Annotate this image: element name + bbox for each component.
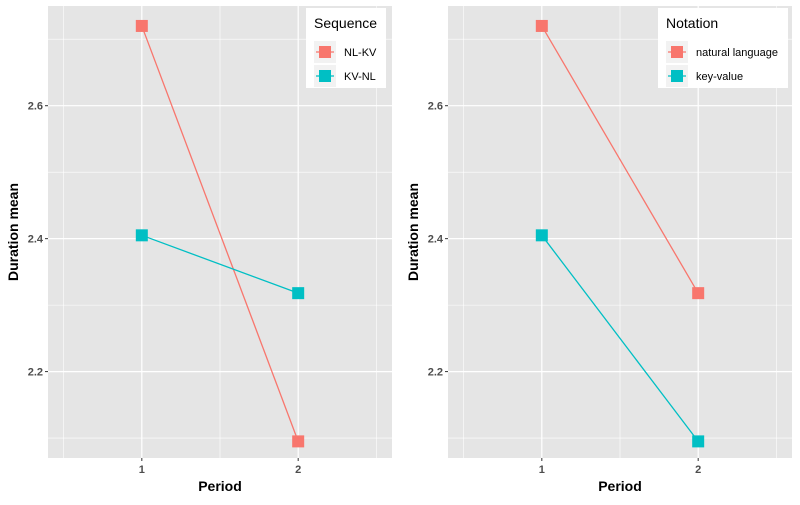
- legend-title: Notation: [666, 15, 718, 31]
- x-tick-label: 2: [695, 464, 701, 476]
- y-tick-label: 2.4: [428, 234, 444, 246]
- legend-key-marker: [671, 46, 683, 58]
- series-line-1: [541, 25, 699, 294]
- data-point: [292, 435, 305, 448]
- series-line-2: [141, 234, 299, 294]
- x-axis-title: Period: [198, 478, 242, 494]
- series-line-2: [541, 234, 699, 442]
- x-axis-title: Period: [598, 478, 642, 494]
- data-point: [292, 287, 305, 300]
- legend-key-marker: [671, 70, 683, 82]
- y-tick-label: 2.4: [28, 234, 44, 246]
- data-point: [692, 287, 705, 300]
- x-tick-label: 2: [295, 464, 301, 476]
- legend-key-marker: [319, 70, 331, 82]
- y-tick-label: 2.6: [28, 101, 43, 113]
- x-tick-label: 1: [539, 464, 545, 476]
- legend-label: key-value: [696, 71, 743, 83]
- data-point: [135, 19, 148, 32]
- legend-title: Sequence: [314, 15, 377, 31]
- x-tick-label: 1: [139, 464, 145, 476]
- data-point: [535, 229, 548, 242]
- series-line-1: [141, 25, 299, 442]
- data-point: [692, 435, 705, 448]
- y-tick-label: 2.2: [28, 367, 43, 379]
- legend-label: NL-KV: [344, 47, 377, 59]
- legend: Sequence NL-KV KV-NL: [306, 8, 386, 88]
- y-axis-title: Duration mean: [405, 183, 421, 281]
- y-axis-title: Duration mean: [5, 183, 21, 281]
- chart-panel-2: 2.2 2.4 2.6 1 2 Period Duration mean Notation na…: [405, 6, 792, 494]
- data-point: [535, 19, 548, 32]
- legend-label: natural language: [696, 47, 778, 59]
- y-tick-label: 2.2: [428, 367, 443, 379]
- legend-label: KV-NL: [344, 71, 376, 83]
- data-point: [135, 229, 148, 242]
- legend: Notation natural language key-value: [658, 8, 788, 88]
- y-tick-label: 2.6: [428, 101, 443, 113]
- legend-key-marker: [319, 46, 331, 58]
- chart-panel-1: 2.2 2.4 2.6 1 2 Period Duration mean Sequence NL…: [5, 6, 392, 494]
